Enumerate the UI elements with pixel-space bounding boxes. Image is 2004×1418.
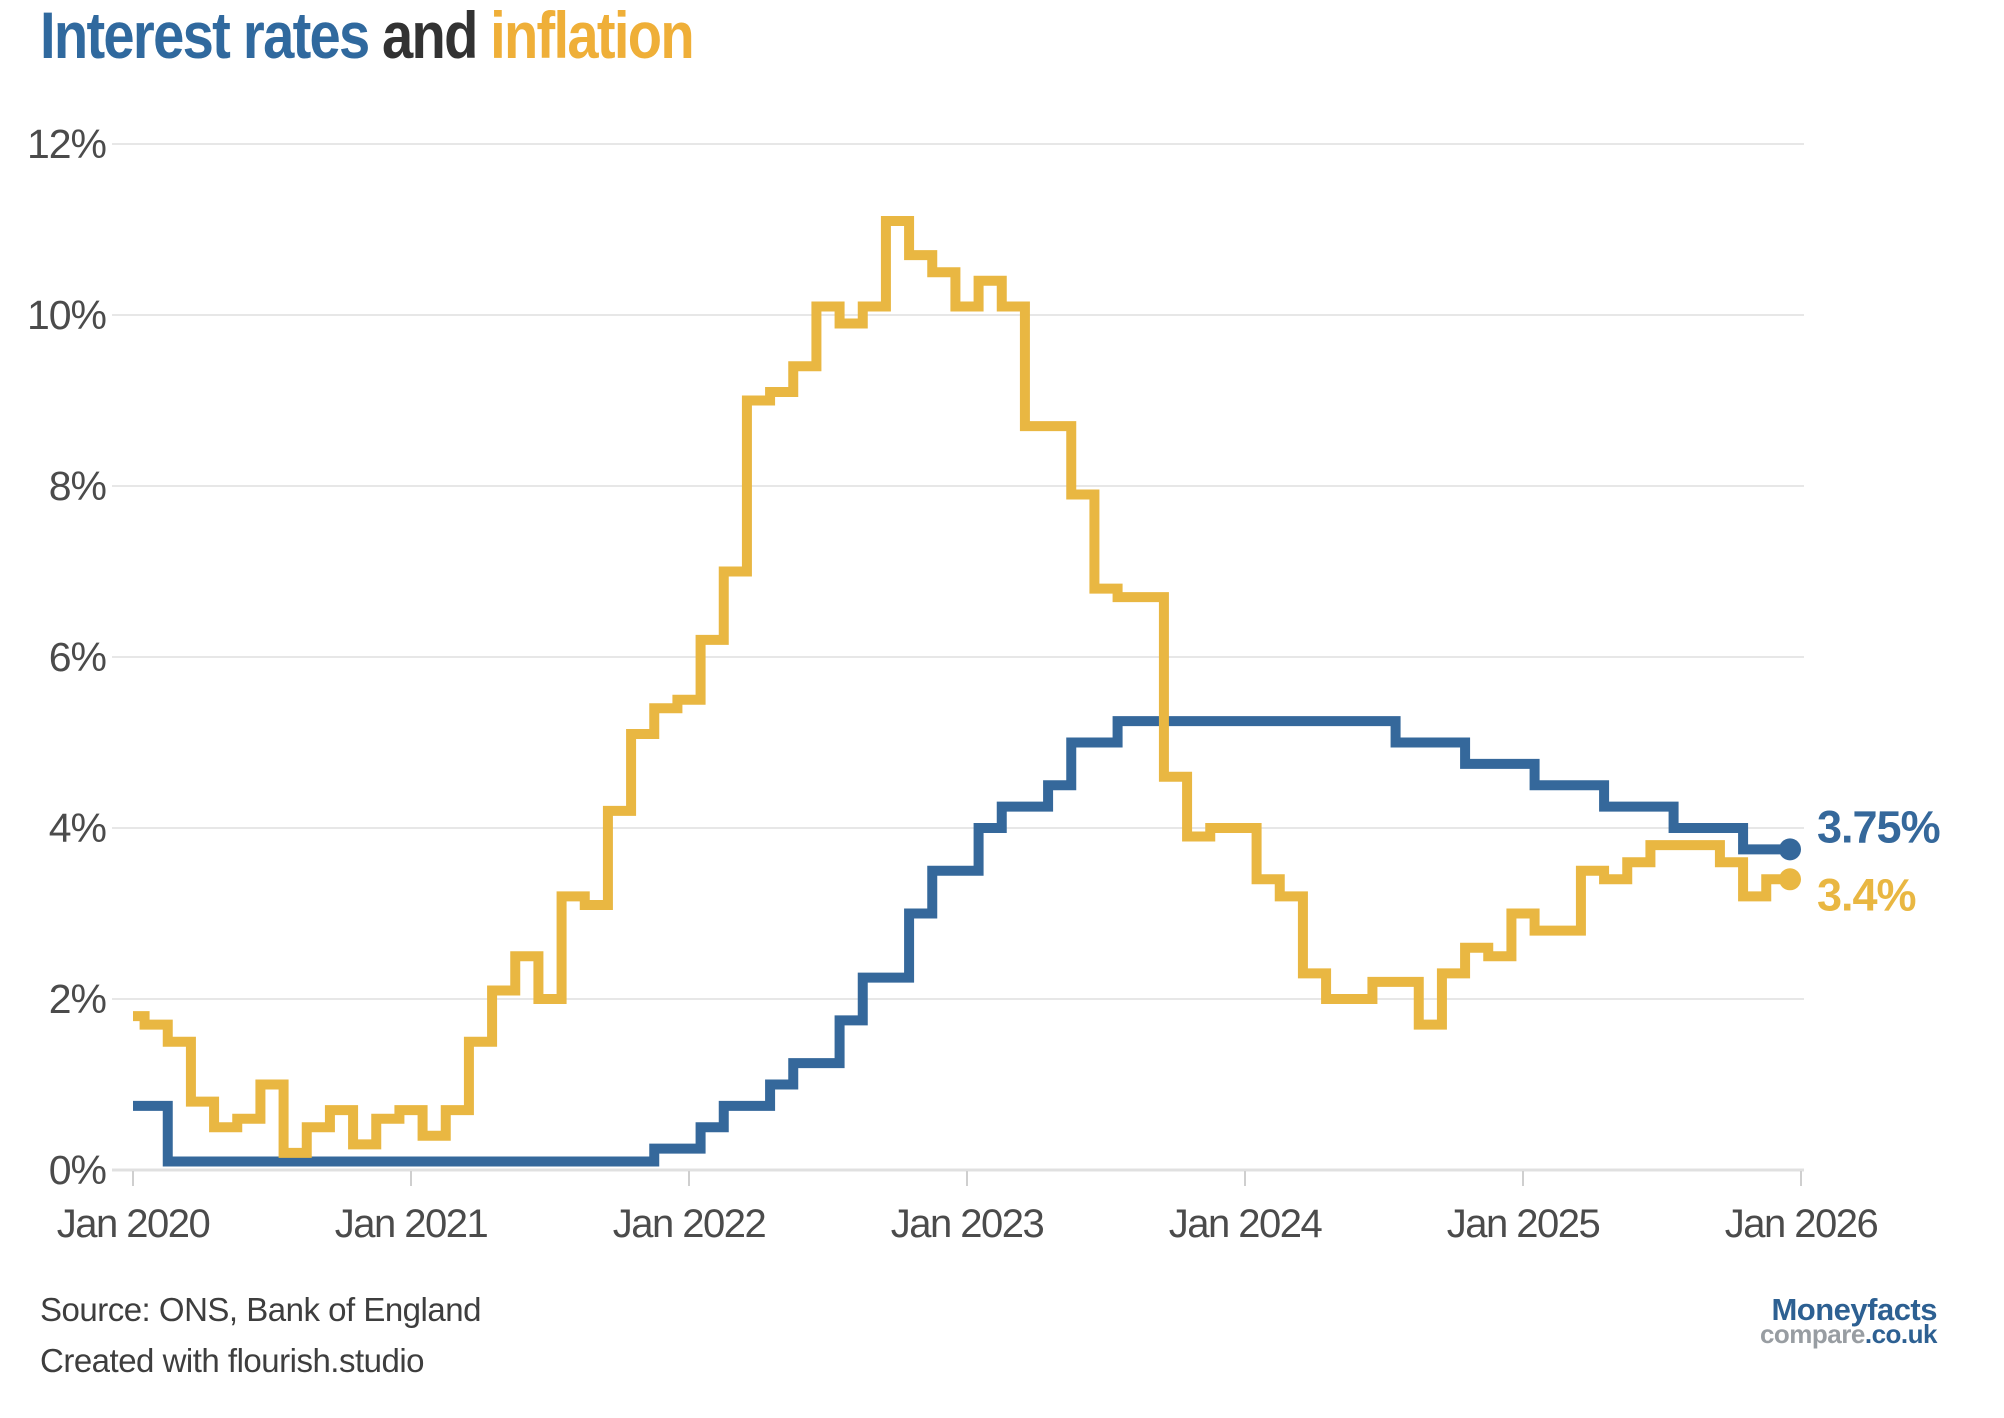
x-tick-label-jan-2022: Jan 2022 [613,1202,766,1246]
series-lines [133,215,1801,1167]
y-tick-label-12%: 12% [27,121,106,167]
x-tick-label-jan-2023: Jan 2023 [891,1202,1044,1246]
series-line-interest-rates [133,716,1790,1167]
y-tick-label-8%: 8% [49,463,106,509]
logo-compare: compare [1759,1319,1865,1349]
logo-moneyfacts-text: Moneyfacts [1771,1292,1937,1327]
gridlines [112,143,1804,1172]
x-axis: Jan 2020 Jan 2021 Jan 2022 Jan 2023 Jan 2024… [57,1171,1879,1246]
flourish-credit[interactable]: Created with flourish.studio [40,1342,425,1380]
series-line-inflation [133,215,1790,1158]
x-tick-label-jan-2021: Jan 2021 [335,1202,488,1246]
x-tick-label-jan-2025: Jan 2025 [1447,1202,1600,1246]
series-end-dot-inflation [1779,868,1801,891]
y-tick-label-10%: 10% [27,292,106,338]
title-interest-rates: Interest rates [40,0,370,72]
y-tick-label-0%: 0% [49,1147,106,1193]
footer: Source: ONS, Bank of England Created wit… [40,1284,481,1386]
series-end-labels: 3.75% 3.4% [1817,801,1941,920]
logo-couk: .co.uk [1864,1319,1938,1349]
y-tick-label-6%: 6% [49,634,106,680]
y-tick-label-2%: 2% [49,976,106,1022]
source-note: Source: ONS, Bank of England [40,1291,481,1328]
end-label-interest-rates: 3.75% [1817,801,1940,852]
chart-title: Interest rates and inflation [40,2,695,68]
logo-compare-couk-text: compare.co.uk [1759,1319,1938,1349]
x-tick-label-jan-2026: Jan 2026 [1725,1202,1878,1246]
y-tick-label-4%: 4% [49,805,106,851]
title-inflation: inflation [490,0,695,72]
end-label-inflation: 3.4% [1817,869,1916,920]
series-end-dot-interest-rates [1779,838,1801,861]
moneyfacts-logo: Moneyfacts compare.co.uk [1759,1292,1938,1349]
x-tick-label-jan-2020: Jan 2020 [57,1202,210,1246]
title-and: and [382,0,478,72]
y-axis-labels: 0% 2% 4% 6% 8% 10% 12% [27,121,107,1193]
x-tick-label-jan-2024: Jan 2024 [1169,1202,1323,1246]
